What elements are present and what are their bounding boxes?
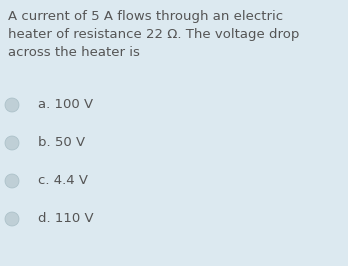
Text: heater of resistance 22 Ω. The voltage drop: heater of resistance 22 Ω. The voltage d… xyxy=(8,28,299,41)
Circle shape xyxy=(5,98,19,112)
Circle shape xyxy=(5,174,19,188)
Text: b. 50 V: b. 50 V xyxy=(38,136,85,149)
Circle shape xyxy=(5,212,19,226)
Text: a. 100 V: a. 100 V xyxy=(38,98,93,111)
Text: A current of 5 A flows through an electric: A current of 5 A flows through an electr… xyxy=(8,10,283,23)
Text: across the heater is: across the heater is xyxy=(8,46,140,59)
Circle shape xyxy=(5,136,19,150)
Text: c. 4.4 V: c. 4.4 V xyxy=(38,174,88,188)
Text: d. 110 V: d. 110 V xyxy=(38,213,94,226)
